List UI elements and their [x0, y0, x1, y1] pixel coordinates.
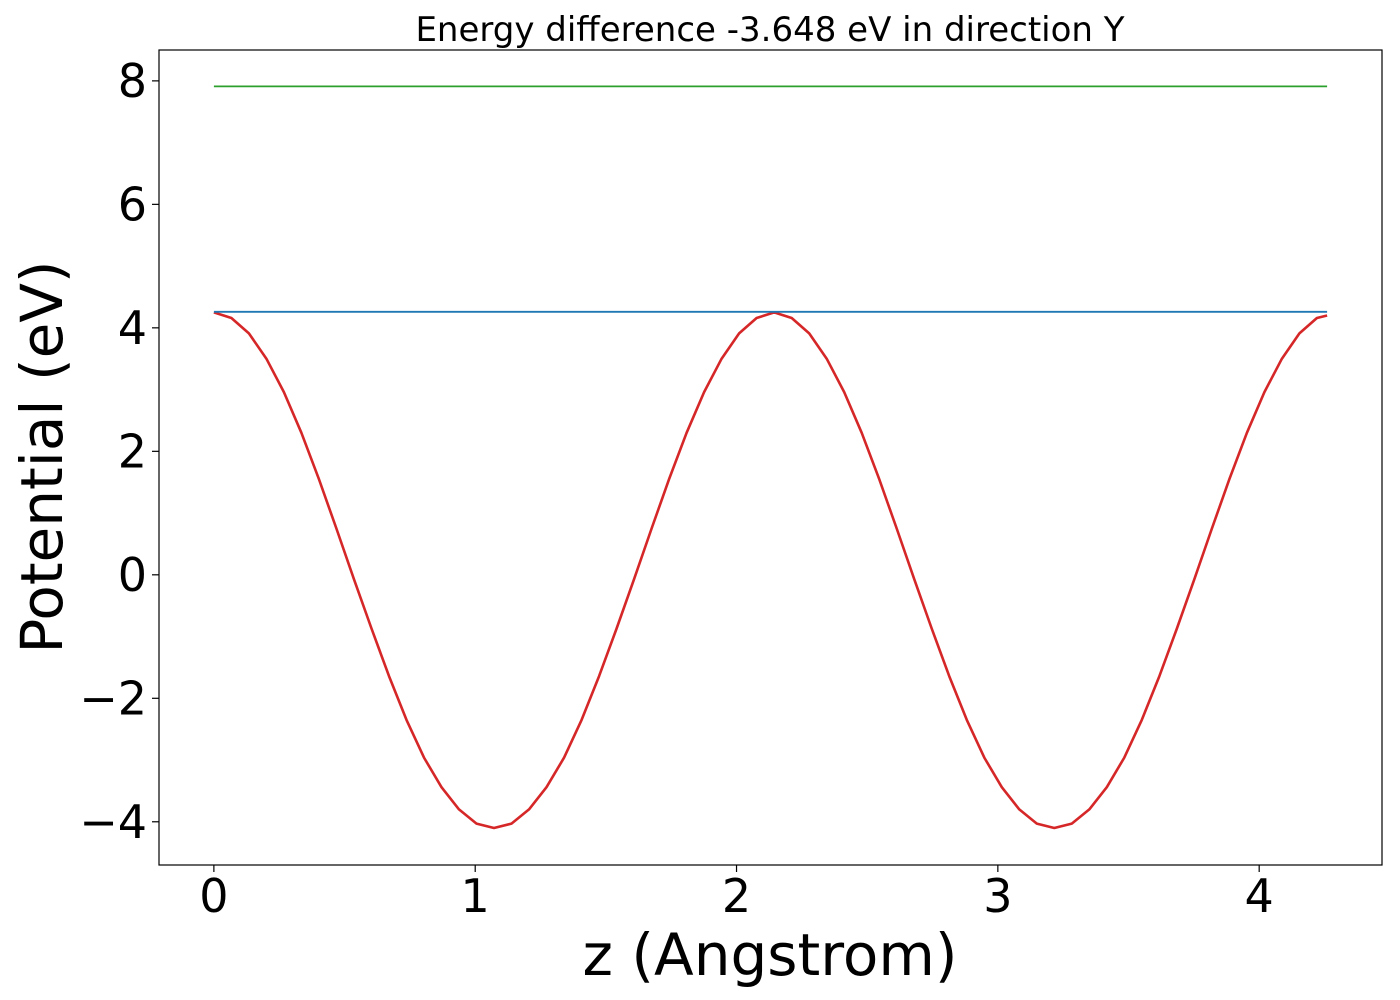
y-axis-label: Potential (eV) — [8, 260, 76, 653]
y-tick-label: 8 — [118, 54, 147, 108]
plot-area-frame — [158, 49, 1383, 866]
x-tick-label: 3 — [983, 869, 1012, 923]
y-tick-label: 4 — [118, 301, 147, 355]
y-tick-label: 0 — [118, 548, 147, 602]
x-tick-label: 0 — [199, 869, 228, 923]
series-layer — [213, 85, 1328, 830]
x-tick-label: 4 — [1245, 869, 1274, 923]
x-tick-label: 1 — [461, 869, 490, 923]
x-axis-label: z (Angstrom) — [583, 921, 958, 989]
x-tick-label: 2 — [722, 869, 751, 923]
y-tick-label: 6 — [118, 177, 147, 231]
y-tick-label: −4 — [79, 795, 147, 849]
y-tick-label: 2 — [118, 424, 147, 478]
tick-layer: 0 1 2 3 4 −4 −2 0 2 4 6 8 — [79, 54, 1274, 923]
y-tick-label: −2 — [79, 671, 147, 725]
chart-title: Energy difference -3.648 eV in direction… — [415, 10, 1124, 50]
